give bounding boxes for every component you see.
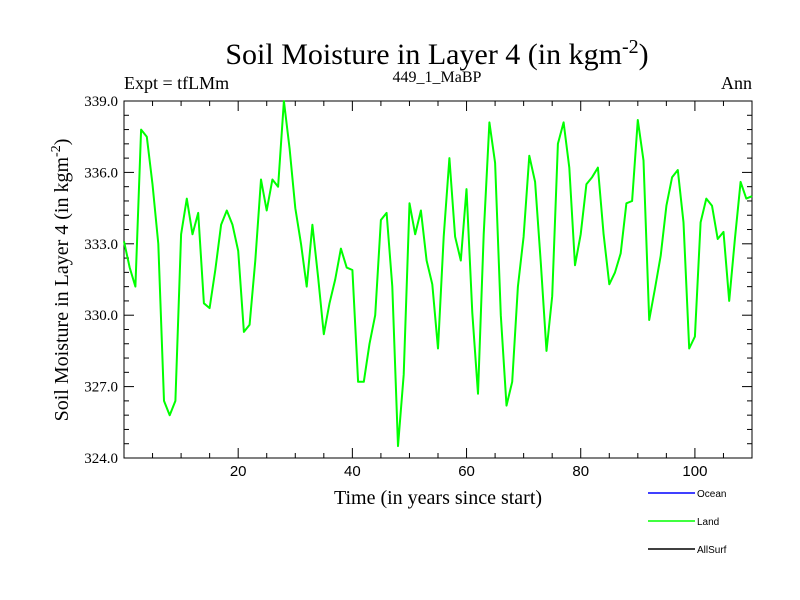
legend-label-land: Land: [697, 517, 719, 528]
y-tick-label: 327.0: [84, 380, 118, 396]
subtitle-right: Ann: [721, 73, 752, 93]
chart-title-end: ): [639, 38, 649, 71]
y-tick-label: 339.0: [84, 94, 118, 110]
subtitle-left: Expt = tfLMm: [124, 73, 229, 93]
plot-frame: [123, 100, 753, 459]
y-axis-label-end: ): [51, 139, 73, 146]
chart-title-main: Soil Moisture in Layer 4 (in kgm: [225, 38, 622, 71]
chart-title-superscript: -2: [622, 36, 639, 58]
land-series-line: [123, 100, 753, 448]
chart-title: Soil Moisture in Layer 4 (in kgm-2): [225, 36, 648, 71]
x-tick-label: 80: [572, 463, 589, 480]
legend-label-ocean: Ocean: [697, 489, 726, 500]
y-axis-label-superscript: -2: [49, 145, 64, 157]
x-tick-label: 40: [344, 463, 361, 480]
y-tick-label: 333.0: [84, 237, 118, 253]
x-axis: 20 40 60 80 100: [152, 101, 724, 480]
y-tick-label: 330.0: [84, 308, 118, 324]
y-axis-label-main: Soil Moisture in Layer 4 (in kgm: [51, 157, 73, 422]
y-tick-label: 336.0: [84, 165, 118, 181]
legend: Ocean Land AllSurf: [648, 489, 727, 556]
x-tick-label: 60: [458, 463, 475, 480]
y-axis-label: Soil Moisture in Layer 4 (in kgm-2): [49, 139, 73, 422]
x-tick-label: 100: [682, 463, 707, 480]
subtitle-center: 449_1_MaBP: [393, 69, 482, 86]
legend-label-allsurf: AllSurf: [697, 545, 727, 556]
y-tick-label: 324.0: [84, 451, 118, 467]
x-axis-label: Time (in years since start): [334, 487, 542, 509]
y-axis: 324.0 327.0 330.0 333.0 336.0 339.0: [84, 94, 752, 467]
x-tick-label: 20: [230, 463, 247, 480]
